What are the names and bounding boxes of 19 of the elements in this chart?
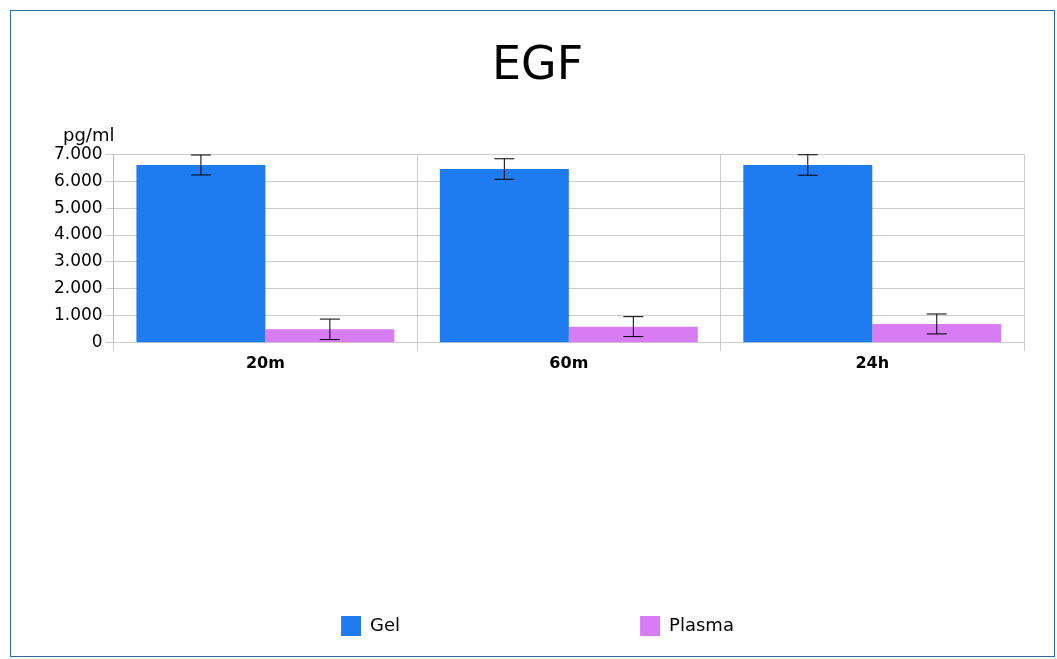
x-tick-label: 60m <box>549 352 589 372</box>
bar <box>439 169 569 343</box>
bar <box>568 326 698 343</box>
y-tick-label: 2.000 <box>54 277 103 298</box>
y-tick-label: 1.000 <box>54 304 103 325</box>
legend-label: Gel <box>370 613 401 635</box>
bar <box>265 329 395 343</box>
x-tick-label: 24h <box>855 352 890 372</box>
bar <box>872 323 1002 343</box>
legend-label: Plasma <box>669 613 734 635</box>
y-tick-label: 3.000 <box>54 250 103 271</box>
y-tick-label: 0 <box>91 331 103 352</box>
y-tick-label: 5.000 <box>54 196 103 217</box>
bar <box>743 164 873 343</box>
x-tick-label: 20m <box>245 352 285 372</box>
chart-title: EGF <box>491 35 584 90</box>
y-tick-label: 6.000 <box>54 169 103 190</box>
y-tick-label: 4.000 <box>54 223 103 244</box>
bar <box>136 164 266 343</box>
